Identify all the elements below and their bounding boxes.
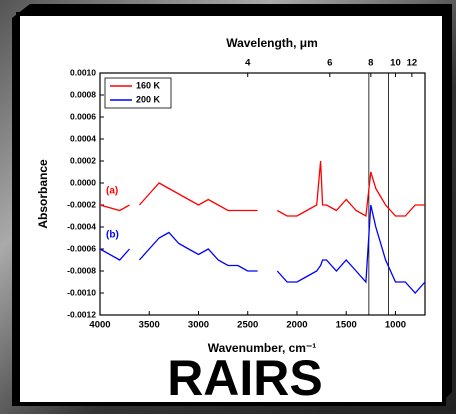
series-annotation: (a) xyxy=(106,186,118,197)
x2-tick-label: 4 xyxy=(245,58,251,69)
x-axis-label: Wavenumber, cm⁻¹ xyxy=(208,341,317,355)
x-tick-label: 2500 xyxy=(237,320,258,331)
y-tick-label: 0.0004 xyxy=(70,133,96,143)
y-tick-label: -0.0010 xyxy=(67,287,96,297)
y-tick-label: 0.0008 xyxy=(70,89,96,99)
x2-axis-label: Wavelength, μm xyxy=(226,36,318,50)
y-tick-label: 0.0000 xyxy=(70,177,96,187)
legend-box xyxy=(104,77,172,109)
legend-label: 160 K xyxy=(136,80,161,90)
y-tick-label: -0.0006 xyxy=(67,243,96,253)
y-tick-label: -0.0008 xyxy=(67,265,96,275)
x2-tick-label: 8 xyxy=(368,58,373,69)
x-tick-label: 3500 xyxy=(139,320,160,331)
y-tick-label: 0.0006 xyxy=(70,111,96,121)
x-tick-label: 1000 xyxy=(385,320,406,331)
x2-tick-label: 6 xyxy=(327,58,332,69)
y-tick-label: 0.0010 xyxy=(70,67,96,77)
plot-frame xyxy=(99,72,426,316)
x2-tick-label: 10 xyxy=(390,58,401,69)
x-tick-label: 2000 xyxy=(286,320,307,331)
x-tick-label: 4000 xyxy=(89,320,110,331)
x2-tick-label: 12 xyxy=(407,58,418,69)
y-tick-label: 0.0002 xyxy=(70,155,96,165)
legend-label: 200 K xyxy=(136,94,161,104)
x-tick-label: 1500 xyxy=(336,320,357,331)
y-tick-label: -0.0002 xyxy=(67,199,96,209)
y-axis-label: Absorbance xyxy=(36,159,50,229)
series-line xyxy=(99,160,425,218)
y-tick-label: -0.0004 xyxy=(67,221,96,231)
caption: RAIRS xyxy=(167,350,323,406)
series-annotation: (b) xyxy=(106,230,119,241)
series-line xyxy=(99,204,426,294)
panel xyxy=(16,12,446,406)
y-tick-label: -0.0012 xyxy=(67,309,96,319)
x-tick-label: 3000 xyxy=(188,320,209,331)
